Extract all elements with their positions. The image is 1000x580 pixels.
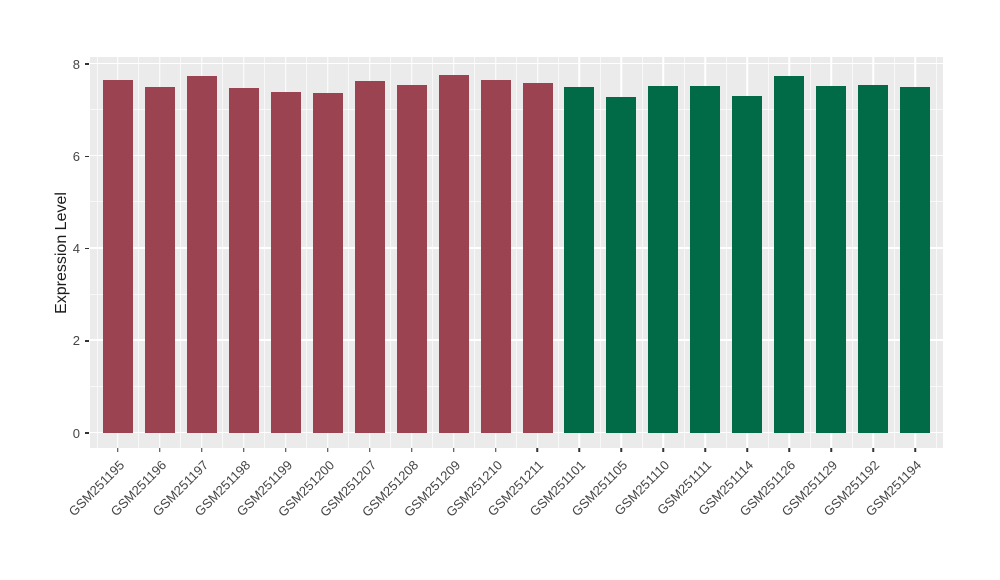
bar-slot <box>641 57 684 448</box>
bar-slot <box>306 57 349 448</box>
bar-GSM251208 <box>396 84 427 433</box>
bar-GSM251210 <box>480 80 511 433</box>
x-tick-mark <box>578 448 581 452</box>
bar-slot <box>767 57 810 448</box>
x-tick-mark <box>410 448 413 452</box>
bar-GSM251194 <box>900 86 931 433</box>
bar-slot <box>474 57 517 448</box>
x-tick-mark <box>914 448 916 452</box>
bar-GSM251198 <box>228 88 259 433</box>
y-tick-label: 4 <box>72 241 80 256</box>
bar-slot <box>851 57 894 448</box>
x-tick-mark <box>243 448 245 452</box>
x-tick-mark <box>326 448 329 452</box>
bar-GSM251105 <box>606 97 637 433</box>
bar-GSM251199 <box>270 92 301 433</box>
y-tick-label: 6 <box>72 148 80 164</box>
bar-slot <box>264 57 307 448</box>
bar-slot <box>96 57 139 448</box>
x-tick-mark <box>746 448 748 452</box>
x-tick-mark <box>830 448 832 452</box>
x-tick-mark <box>368 448 371 452</box>
bar-GSM251126 <box>774 76 805 433</box>
bar-slot <box>725 57 768 448</box>
bar-GSM251114 <box>732 96 763 433</box>
y-tick-label: 8 <box>72 56 80 72</box>
x-axis: GSM251195 GSM251196 GSM251197 GSM251198 GSM2… <box>66 448 936 578</box>
bar-slot <box>599 57 642 448</box>
x-tick-mark <box>285 448 287 452</box>
bar-GSM251211 <box>522 82 553 433</box>
bar-slot <box>516 57 559 448</box>
y-tick-mark <box>85 155 89 157</box>
bar-slot <box>683 57 726 448</box>
plot-panel <box>90 57 943 448</box>
bar-slot <box>138 57 181 448</box>
bar-slot <box>222 57 265 448</box>
y-axis: 0 2 4 6 8 <box>0 57 90 448</box>
bar-GSM251129 <box>816 85 847 433</box>
x-tick-mark <box>662 448 665 452</box>
bar-GSM251197 <box>186 75 217 433</box>
x-tick-mark <box>159 448 161 452</box>
bar-GSM251195 <box>102 79 133 433</box>
bar-slot <box>348 57 391 448</box>
x-tick-mark <box>872 448 874 452</box>
bar-GSM251111 <box>690 86 721 433</box>
y-tick-mark <box>85 432 89 434</box>
x-tick-mark <box>788 448 790 452</box>
bar-slot <box>809 57 852 448</box>
bar-GSM251110 <box>648 86 679 433</box>
x-tick-mark <box>117 448 119 452</box>
bar-slot <box>557 57 600 448</box>
x-tick-mark <box>704 448 707 452</box>
bar-slot <box>432 57 475 448</box>
bar-GSM251209 <box>438 75 469 433</box>
bar-slot <box>893 57 937 448</box>
bar-slot <box>390 57 433 448</box>
bar-GSM251196 <box>144 87 175 433</box>
x-tick-mark <box>620 448 623 452</box>
bar-GSM251200 <box>312 92 343 433</box>
y-tick-label: 2 <box>72 333 80 349</box>
bar-GSM251101 <box>564 87 595 433</box>
x-tick-mark <box>201 448 203 452</box>
x-tick-mark <box>452 448 455 452</box>
bar-slot <box>180 57 223 448</box>
bar-slots <box>96 57 937 448</box>
y-tick-mark <box>85 63 89 65</box>
y-tick-mark <box>85 247 89 250</box>
bar-GSM251207 <box>354 81 385 433</box>
x-tick-mark <box>536 448 539 452</box>
x-tick-mark <box>494 448 497 452</box>
y-tick-mark <box>85 340 89 342</box>
y-tick-label: 0 <box>72 425 80 441</box>
bar-GSM251192 <box>858 84 889 433</box>
